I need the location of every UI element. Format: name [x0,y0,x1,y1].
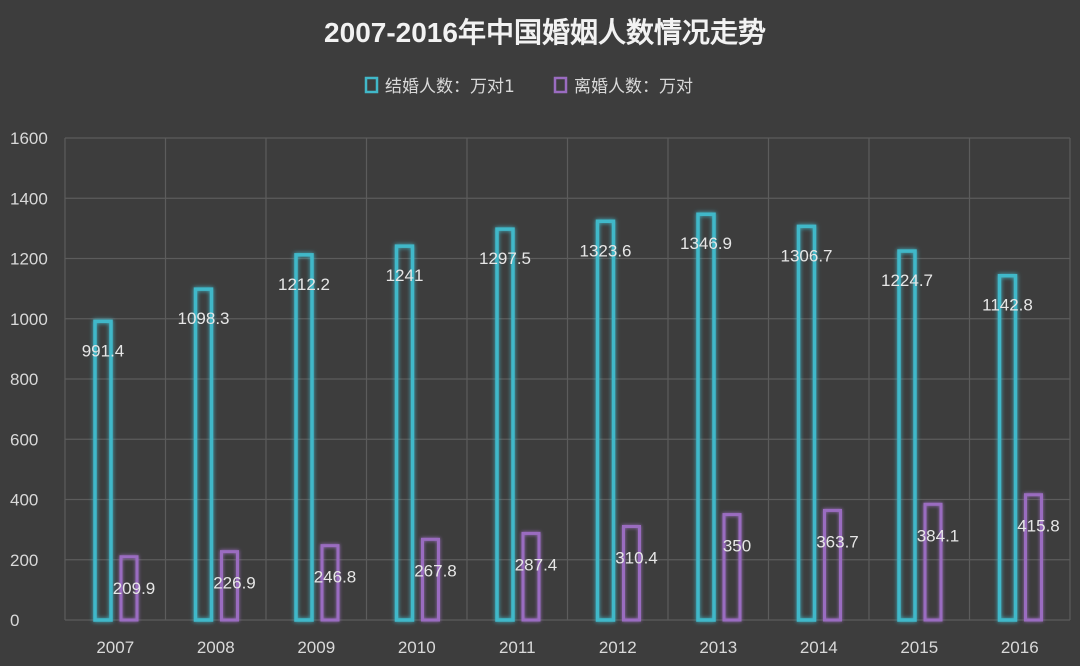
bar-marriage-2007 [93,319,113,622]
data-label-marriage: 1241 [386,266,424,285]
data-labels: 991.4 209.9 1098.3 226.9 1212.2 246.8 1241 267.… [82,234,1060,598]
x-tick-label: 2012 [599,638,637,657]
data-label-divorce: 415.8 [1017,517,1060,536]
x-tick-label: 2013 [699,638,737,657]
x-tick-label: 2011 [499,638,536,657]
chart-title: 2007-2016年中国婚姻人数情况走势 [324,16,766,48]
y-tick-label: 0 [10,611,19,630]
legend-label-marriage: 结婚人数：万对1 [385,77,515,97]
x-axis: 2007 2008 2009 2010 2011 2012 2013 2014 2015 2016 [96,638,1038,657]
bar-marriage-2010 [394,244,415,622]
bar-divorce-2010 [421,537,440,622]
legend-swatch-divorce [553,76,568,94]
y-tick-label: 200 [10,551,38,570]
data-label-marriage: 1323.6 [580,241,632,260]
data-label-divorce: 267.8 [414,561,457,580]
gridlines [64,137,1071,621]
bar-divorce-2009 [320,544,340,622]
y-tick-label: 1600 [10,129,48,148]
y-tick-label: 400 [10,491,38,510]
data-label-marriage: 991.4 [82,341,125,360]
y-tick-label: 1000 [10,310,48,329]
y-tick-label: 600 [10,430,38,449]
data-label-divorce: 350 [723,537,751,556]
data-label-marriage: 1098.3 [178,309,230,328]
bar-marriage-2008 [193,287,214,622]
legend-label-divorce: 离婚人数：万对 [574,77,693,97]
y-axis: 0 200 400 600 800 1000 1200 1400 1600 [10,129,48,630]
data-label-divorce: 226.9 [213,574,256,593]
bar-divorce-2016 [1024,493,1043,622]
x-tick-label: 2009 [297,638,335,657]
bar-divorce-2011 [521,531,541,622]
bar-divorce-2012 [622,524,641,622]
data-label-divorce: 363.7 [816,532,859,551]
bar-marriage-2016 [997,273,1018,622]
bars [93,212,1043,622]
bar-marriage-2013 [696,212,716,622]
data-label-divorce: 246.8 [314,568,357,587]
bar-marriage-2015 [897,249,917,622]
data-label-divorce: 384.1 [917,526,960,545]
data-label-marriage: 1142.8 [982,296,1033,315]
bar-marriage-2011 [495,227,515,622]
x-tick-label: 2007 [96,638,134,657]
data-label-divorce: 287.4 [515,555,558,574]
y-tick-label: 1200 [10,250,48,269]
bar-marriage-2009 [294,253,314,622]
bar-divorce-2008 [220,550,239,622]
data-label-marriage: 1224.7 [881,271,933,290]
data-label-marriage: 1306.7 [781,246,833,265]
x-tick-label: 2010 [398,638,436,657]
data-label-marriage: 1346.9 [680,234,732,253]
bar-marriage-2012 [595,219,616,622]
y-tick-label: 800 [10,370,38,389]
bar-divorce-2014 [823,508,842,622]
data-label-divorce: 209.9 [113,579,156,598]
legend: 结婚人数：万对1 离婚人数：万对 [364,76,693,97]
x-tick-label: 2014 [800,638,838,657]
data-label-marriage: 1212.2 [278,275,330,294]
data-label-marriage: 1297.5 [479,249,531,268]
x-tick-label: 2008 [197,638,235,657]
bar-divorce-2007 [119,555,139,622]
data-label-divorce: 310.4 [615,548,658,567]
legend-swatch-marriage [364,76,379,94]
x-tick-label: 2016 [1001,638,1039,657]
y-tick-label: 1400 [10,189,48,208]
bar-divorce-2013 [722,513,742,622]
bar-marriage-2014 [796,224,817,622]
x-tick-label: 2015 [900,638,938,657]
bar-divorce-2015 [923,502,943,622]
